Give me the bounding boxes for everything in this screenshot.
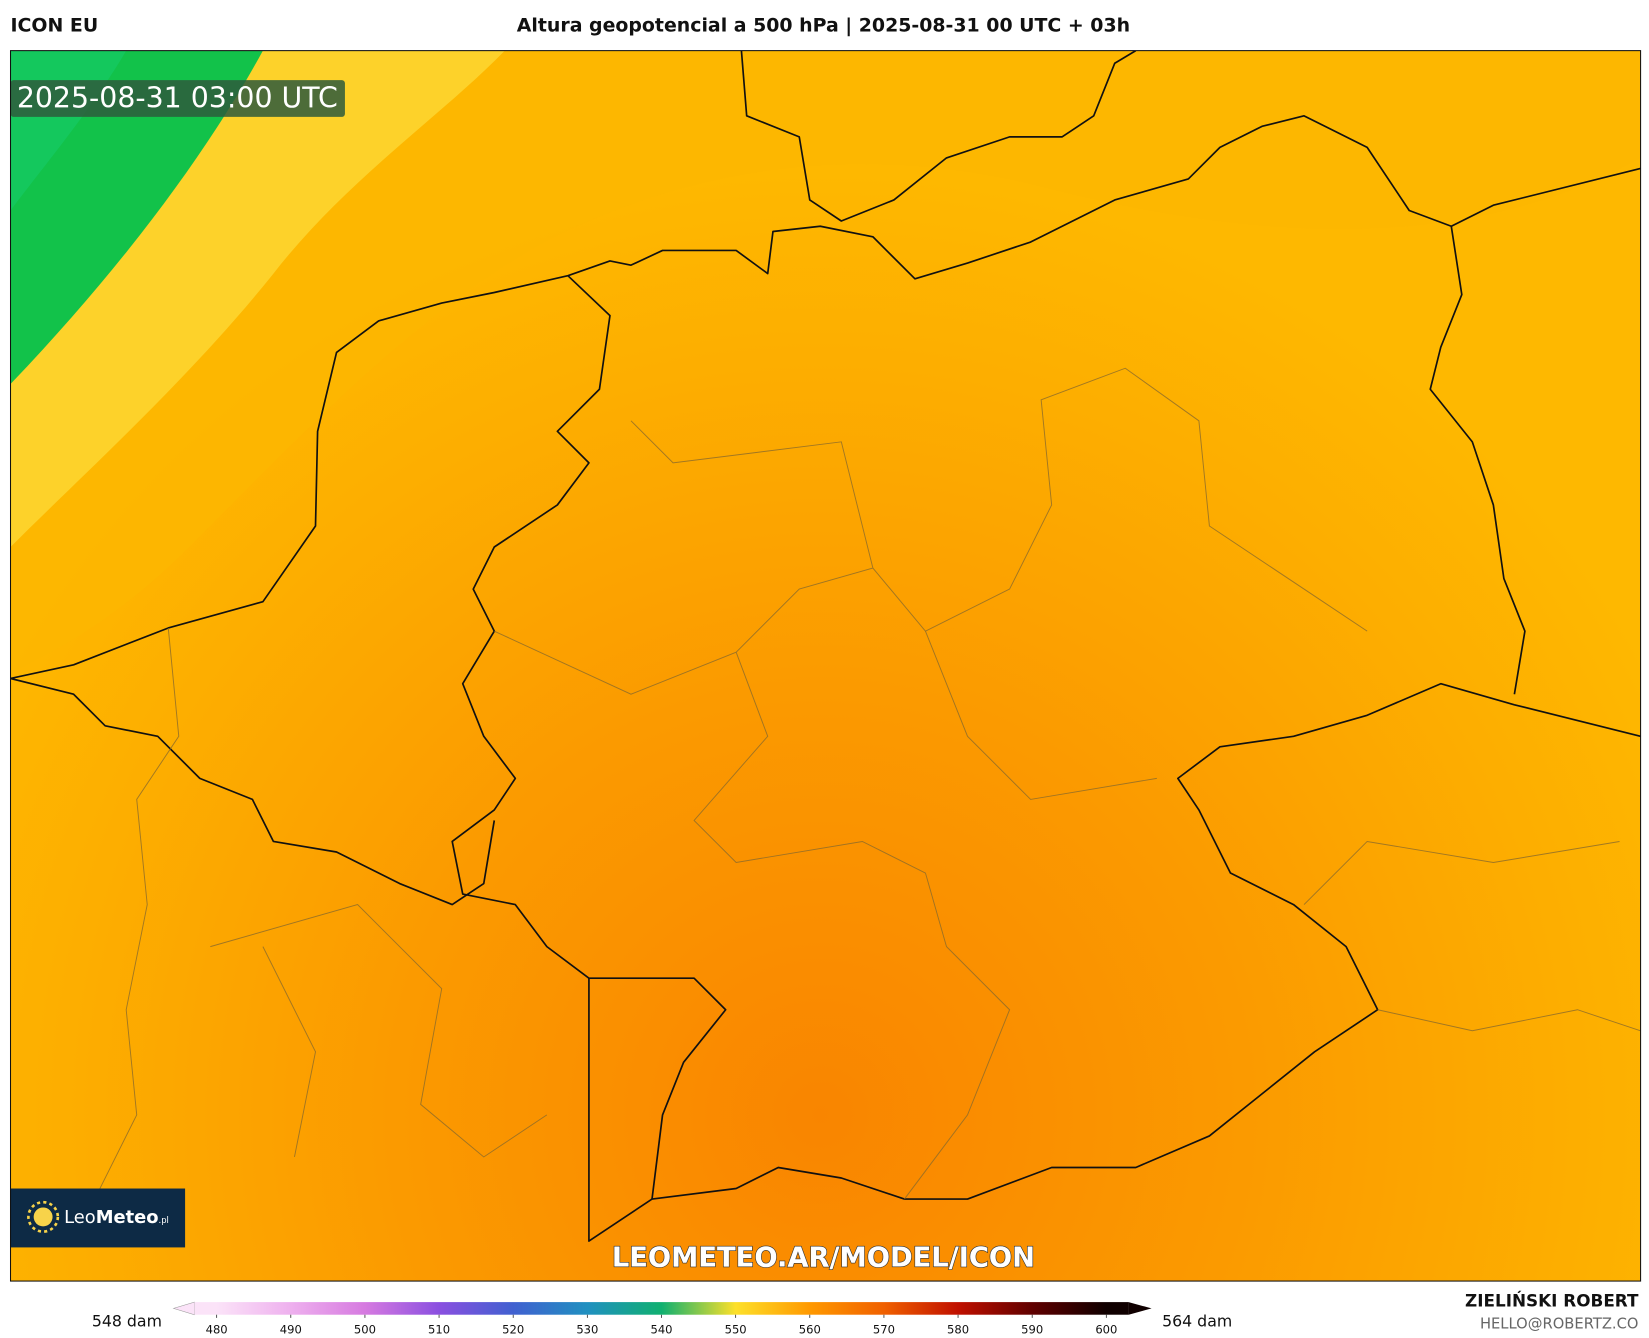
map: 2025-08-31 03:00 UTC LeoMeteo.pl LEOMETE… bbox=[10, 50, 1641, 1282]
colorbar-tick-label: 560 bbox=[799, 1323, 821, 1337]
logo-first: Leo bbox=[64, 1207, 96, 1228]
colorbar-tick-label: 510 bbox=[428, 1323, 450, 1337]
map-frame bbox=[9, 50, 1642, 1282]
colorbar-tick-label: 600 bbox=[1095, 1323, 1117, 1337]
logo-sun bbox=[27, 1200, 60, 1233]
logo-second: Meteo bbox=[96, 1207, 159, 1228]
logo-suffix: .pl bbox=[159, 1215, 169, 1225]
field-band bbox=[10, 50, 1641, 674]
colorbar-high-arrow bbox=[1128, 1302, 1152, 1315]
colorbar-tick-label: 570 bbox=[873, 1323, 895, 1337]
colorbar-max-label: 564 dam bbox=[1162, 1311, 1232, 1330]
logo-text: LeoMeteo.pl bbox=[64, 1207, 169, 1228]
colorbar-tick-label: 550 bbox=[725, 1323, 747, 1337]
colorbar-tick-label: 500 bbox=[354, 1323, 376, 1337]
contact: HELLO@ROBERTZ.CO bbox=[1480, 1315, 1639, 1332]
colorbar-min-label: 548 dam bbox=[92, 1311, 162, 1330]
colorbar-tick-label: 580 bbox=[947, 1323, 969, 1337]
colorbar-low-arrow bbox=[172, 1301, 195, 1316]
colorbar-tick-label: 520 bbox=[502, 1323, 524, 1337]
colorbar-tick-label: 540 bbox=[650, 1323, 672, 1337]
colorbar-tick-label: 480 bbox=[206, 1323, 228, 1337]
valid-time-box bbox=[10, 80, 345, 117]
model-name: ICON EU bbox=[11, 15, 99, 37]
author: ZIELIŃSKI ROBERT bbox=[1465, 1289, 1639, 1310]
colorbar: 548 dam 564 dam 480 490 500 510 520 530 540 550… bbox=[92, 1301, 1232, 1337]
field-band bbox=[10, 50, 263, 385]
colorbar-tick-label: 490 bbox=[280, 1323, 302, 1337]
map-title: Altura geopotencial a 500 hPa | 2025-08-… bbox=[517, 15, 1130, 37]
watermark: LEOMETEO.AR/MODEL/ICON bbox=[612, 1242, 1035, 1273]
colorbar-gradient bbox=[194, 1302, 1129, 1315]
colorbar-tick-label: 530 bbox=[576, 1323, 598, 1337]
borders bbox=[10, 50, 1641, 1242]
colorbar-tick-label: 590 bbox=[1021, 1323, 1043, 1337]
valid-time: 2025-08-31 03:00 UTC bbox=[17, 81, 338, 114]
